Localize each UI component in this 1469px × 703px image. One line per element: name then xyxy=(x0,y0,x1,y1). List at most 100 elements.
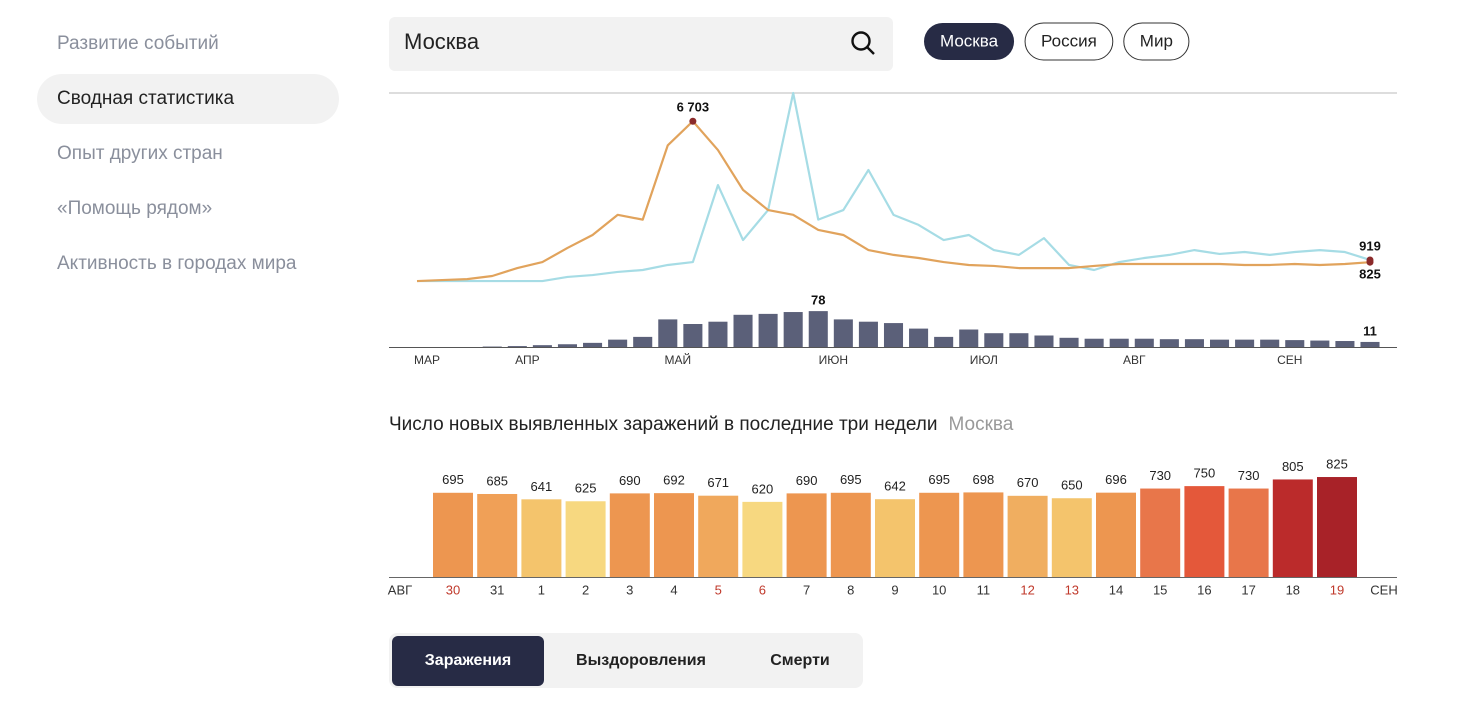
death-bar xyxy=(683,324,703,347)
bar xyxy=(1140,488,1181,577)
bar xyxy=(830,492,871,577)
x-tick-label: 3 xyxy=(626,582,633,597)
x-tick-label: МАЙ xyxy=(665,352,692,367)
bar-value-label: 625 xyxy=(575,481,597,496)
x-tick-label: 5 xyxy=(715,582,722,597)
x-tick-label: 9 xyxy=(891,582,898,597)
x-tick-label: 4 xyxy=(670,582,677,597)
bar xyxy=(786,493,827,577)
search-icon-handle xyxy=(866,46,875,55)
bar-value-label: 690 xyxy=(796,473,818,488)
bar-value-label: 650 xyxy=(1061,478,1083,493)
bar xyxy=(477,493,518,577)
death-bar xyxy=(1235,339,1255,347)
tab[interactable]: Смерти xyxy=(770,652,830,669)
x-tick-label: АВГ xyxy=(1123,353,1146,367)
death-bar xyxy=(557,344,578,347)
x-tick-label: 1 xyxy=(538,582,545,597)
tab[interactable]: Заражения xyxy=(425,652,511,669)
bar-value-label: 698 xyxy=(973,472,995,487)
edge-label: СЕН xyxy=(1370,582,1397,597)
death-bar xyxy=(608,339,628,347)
bar xyxy=(1007,495,1048,577)
x-tick-label: 10 xyxy=(932,582,946,597)
death-bar xyxy=(909,328,929,347)
nav-item[interactable]: «Помощь рядом» xyxy=(57,198,212,219)
bar-value-label: 695 xyxy=(442,472,464,487)
death-bar xyxy=(1335,341,1355,347)
region-label: Мир xyxy=(1140,31,1173,50)
bar xyxy=(875,499,915,577)
nav-item[interactable]: Развитие событий xyxy=(57,33,219,54)
death-bar xyxy=(1134,338,1154,347)
x-tick-label: 16 xyxy=(1197,582,1211,597)
search-icon[interactable] xyxy=(851,31,875,55)
death-bar xyxy=(1034,335,1054,347)
death-bar xyxy=(1084,338,1104,347)
death-bar xyxy=(758,313,778,347)
bar-value-label: 690 xyxy=(619,473,641,488)
x-tick-label: АПР xyxy=(515,353,540,367)
chart-subtitle: Москва xyxy=(949,414,1014,435)
death-bar xyxy=(507,346,527,347)
bar xyxy=(521,499,562,577)
bar-value-label: 750 xyxy=(1194,466,1216,481)
bar-value-label: 642 xyxy=(884,479,906,494)
x-tick-label: 14 xyxy=(1109,582,1123,597)
x-tick-label: 18 xyxy=(1286,582,1300,597)
x-tick-label: МАР xyxy=(414,353,440,367)
search-box[interactable] xyxy=(389,17,893,71)
region-button[interactable] xyxy=(1024,22,1114,61)
x-tick-label: 19 xyxy=(1330,582,1344,597)
bar-value-label: 685 xyxy=(486,473,508,488)
bar xyxy=(742,501,783,577)
bar xyxy=(1051,498,1092,577)
search-value: Москва xyxy=(404,29,480,54)
bar-value-label: 670 xyxy=(1017,475,1039,490)
x-tick-label: ИЮЛ xyxy=(970,353,998,367)
x-tick-label: 11 xyxy=(977,582,991,597)
death-bar xyxy=(783,312,803,347)
x-tick-label: 7 xyxy=(803,582,810,597)
bar xyxy=(698,495,739,577)
nav-item[interactable]: Сводная статистика xyxy=(57,88,234,109)
bar-value-label: 825 xyxy=(1326,456,1348,471)
bar xyxy=(1096,492,1136,577)
death-bar xyxy=(1260,339,1280,347)
point-marker xyxy=(1366,256,1374,264)
bar-value-label: 696 xyxy=(1105,472,1127,487)
death-bar xyxy=(934,336,954,347)
death-bar xyxy=(708,321,728,347)
x-tick-label: 13 xyxy=(1065,582,1079,597)
region-button[interactable] xyxy=(924,23,1015,60)
nav-item[interactable]: Активность в городах мира xyxy=(57,253,297,274)
nav-item[interactable]: Опыт других стран xyxy=(57,143,223,164)
x-tick-label: 6 xyxy=(759,582,766,597)
line-value-label: 6 703 xyxy=(677,100,710,115)
death-bar xyxy=(1310,340,1330,347)
death-bar xyxy=(1159,339,1179,347)
tab-active-bg xyxy=(392,636,544,686)
bar xyxy=(433,492,473,577)
region-label: Москва xyxy=(940,31,999,50)
death-bar xyxy=(883,323,904,347)
x-tick-label: 15 xyxy=(1153,582,1167,597)
bar-value-label: 730 xyxy=(1238,468,1260,483)
death-bar xyxy=(1184,339,1204,347)
death-bar xyxy=(984,333,1004,347)
bar-value-label: 11 xyxy=(1363,323,1377,338)
nav-active-bg xyxy=(37,74,339,124)
point-marker xyxy=(689,117,697,125)
tab[interactable]: Выздоровления xyxy=(576,652,706,669)
death-bar xyxy=(733,314,753,347)
x-tick-label: 12 xyxy=(1020,582,1034,597)
death-bar xyxy=(1059,337,1079,347)
x-tick-label: 2 xyxy=(582,582,589,597)
bar-value-label: 805 xyxy=(1282,459,1304,474)
search-icon-circle xyxy=(851,31,871,51)
edge-label: АВГ xyxy=(388,582,412,597)
bar xyxy=(1184,486,1225,577)
bar xyxy=(1317,477,1357,577)
region-button[interactable] xyxy=(1123,22,1190,61)
